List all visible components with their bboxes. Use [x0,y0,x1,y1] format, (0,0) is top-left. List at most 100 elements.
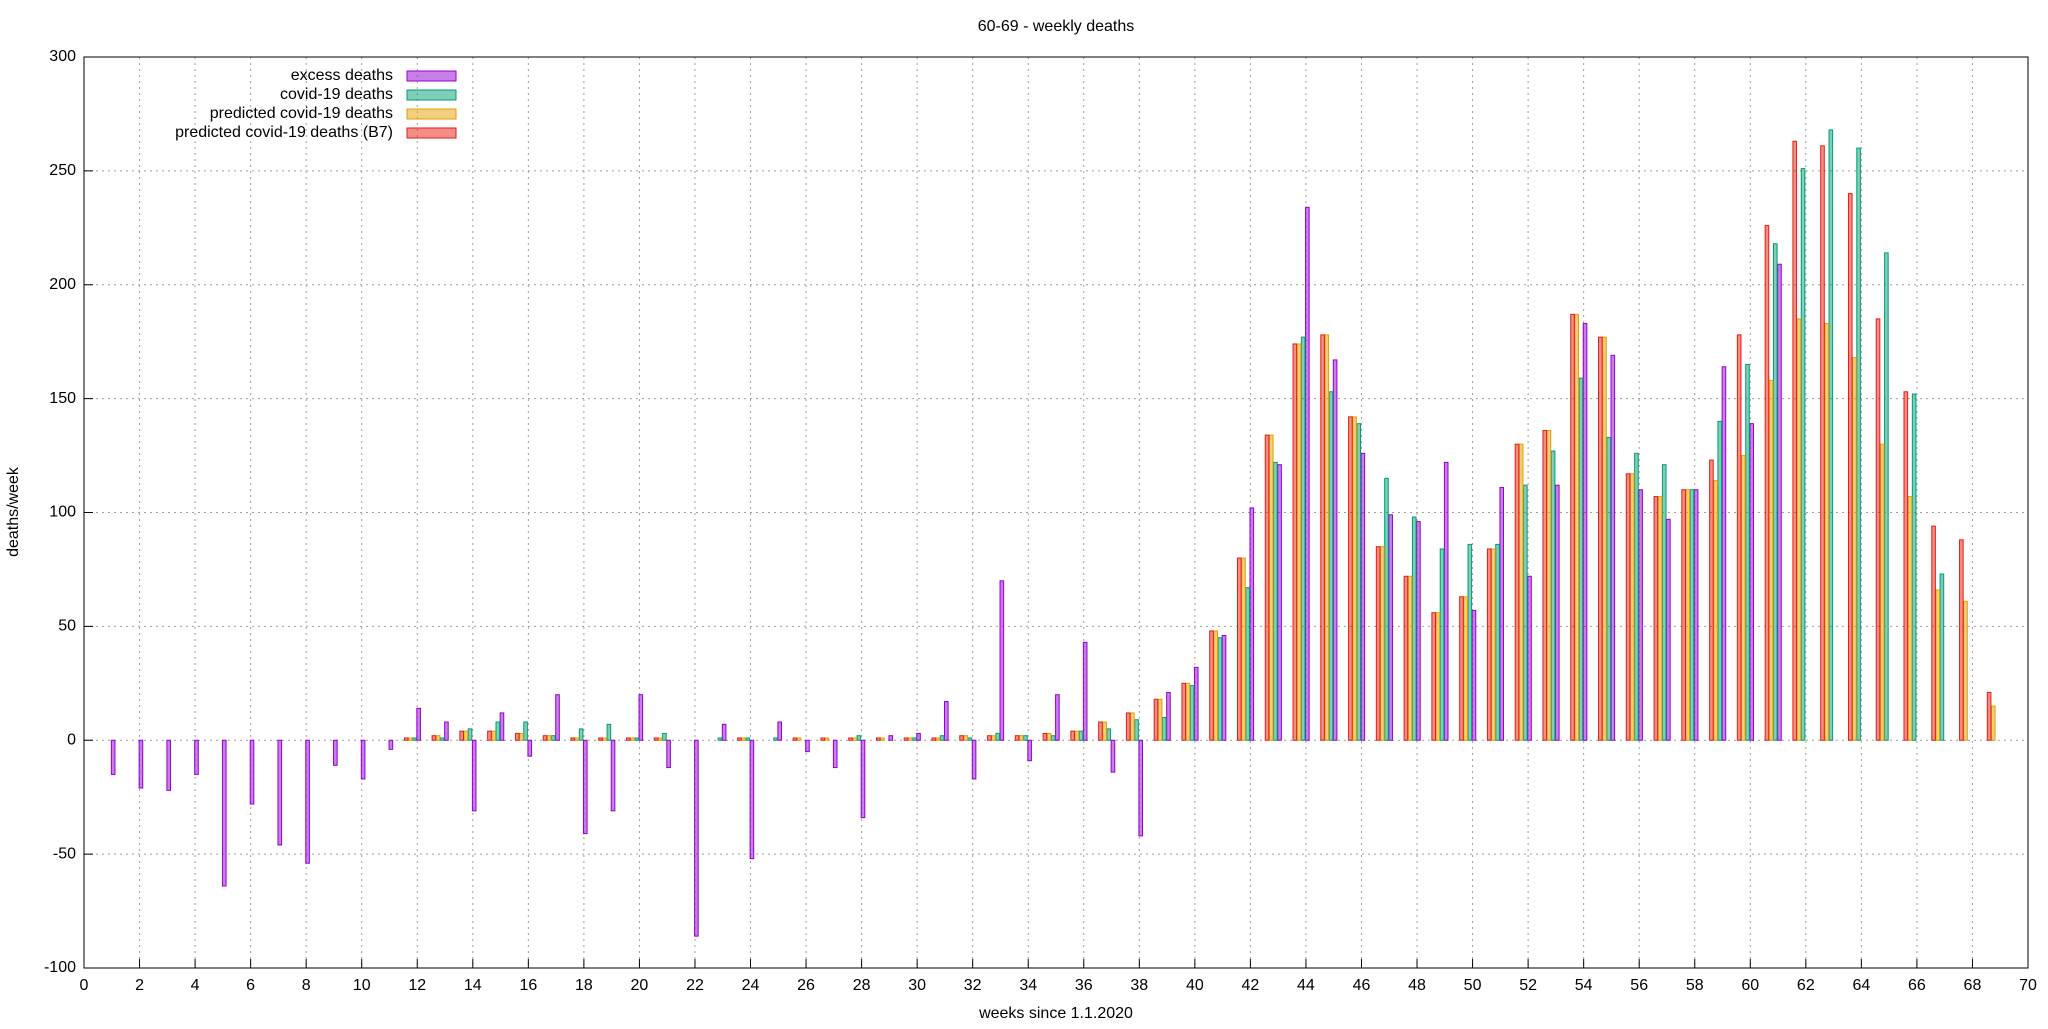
bar [459,730,464,741]
bar [1856,147,1861,741]
bar [1986,691,1992,741]
bar [1764,225,1770,741]
bar [1324,334,1330,741]
bar [931,737,937,741]
x-tick-label: 60 [1741,977,1759,994]
bar [1796,318,1802,741]
bar [1606,436,1611,741]
x-tick-label: 56 [1630,977,1648,994]
bar [1717,420,1723,741]
x-tick-label: 58 [1686,977,1704,994]
bar [1082,641,1088,741]
bar [1134,719,1139,741]
bar [777,721,782,741]
x-tick-label: 14 [464,977,482,994]
bar [1106,728,1112,741]
x-tick-label: 24 [742,977,760,994]
bar [1181,682,1187,741]
bar [796,737,802,741]
bar [875,737,881,741]
x-tick-label: 34 [1019,977,1037,994]
bar [1125,712,1131,741]
x-tick-label: 2 [135,977,144,994]
bar [1542,430,1548,741]
bar [1653,496,1659,741]
bar [1185,682,1191,741]
x-tick-label: 48 [1408,977,1426,994]
bar [1693,489,1699,741]
x-tick-label: 68 [1964,977,1982,994]
bar [305,739,310,864]
bar [1777,263,1782,741]
bar [963,735,969,741]
bar [717,737,723,741]
bar [1820,145,1825,741]
bar [1681,489,1686,741]
bar [1907,496,1913,741]
bar [935,737,941,741]
bar [916,732,921,741]
bar [1221,634,1227,741]
bar [499,712,505,741]
bar [1273,461,1278,741]
bar [578,728,584,741]
bar [1875,318,1881,741]
bar [439,737,445,741]
bar [1879,443,1885,741]
bar [1657,496,1663,741]
bar [408,737,413,741]
bar [1610,354,1616,741]
legend-label: predicted covid-19 deaths (B7) [175,124,393,141]
bar [999,580,1005,741]
bar [388,739,394,750]
x-tick-label: 32 [964,977,982,994]
bar [662,732,667,741]
bar [1582,322,1588,741]
x-tick-label: 10 [353,977,371,994]
bar [1463,596,1468,741]
legend-swatch [406,89,457,101]
bar [1709,459,1714,741]
bar [1360,452,1366,741]
bar [1157,698,1163,741]
bar [1110,739,1116,773]
bar [519,732,524,741]
bar [749,739,755,860]
x-tick-label: 54 [1575,977,1593,994]
legend-swatch [406,70,457,82]
bar [1264,434,1270,741]
bar [1027,739,1032,762]
bar [1713,480,1718,741]
y-tick-label: 50 [58,618,76,635]
bar [820,737,826,741]
bar [1046,732,1052,741]
x-tick-label: 66 [1908,977,1926,994]
bar [1467,543,1473,741]
bar [824,737,830,741]
bar [606,723,612,741]
bar [1666,518,1671,741]
legend-swatch [406,127,457,139]
bar [1931,525,1936,741]
bar [360,739,366,780]
bar [138,739,144,789]
bar [1527,575,1532,741]
y-tick-label: -100 [44,959,76,976]
bar [194,739,199,775]
bar [721,723,727,741]
bar [694,739,699,937]
bar [1384,477,1389,741]
bar [737,737,742,741]
bar [495,721,501,741]
bar [1741,455,1746,741]
x-tick-label: 40 [1186,977,1204,994]
x-tick-label: 16 [519,977,537,994]
bar [653,737,659,741]
bar [1634,452,1639,741]
bar [1078,730,1084,741]
bar [657,737,663,741]
bar [1055,694,1060,741]
x-tick-label: 70 [2019,977,2037,994]
bar [860,739,866,819]
